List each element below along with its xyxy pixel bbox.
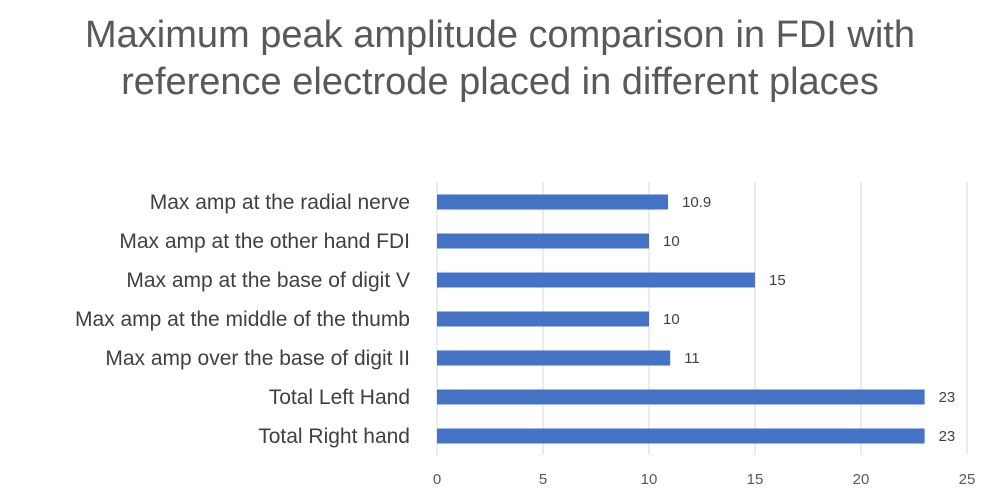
data-label: 10 xyxy=(663,311,680,328)
x-tick-label: 25 xyxy=(959,471,976,488)
data-label: 23 xyxy=(939,389,956,406)
bar xyxy=(437,389,925,405)
data-label: 23 xyxy=(939,428,956,445)
chart-title: Maximum peak amplitude comparison in FDI… xyxy=(85,14,915,103)
category-label: Max amp at the other hand FDI xyxy=(119,230,410,253)
category-label: Max amp over the base of digit II xyxy=(105,347,410,370)
bar xyxy=(437,194,669,210)
bar xyxy=(437,350,671,366)
data-label: 15 xyxy=(769,272,786,289)
bar xyxy=(437,272,755,288)
x-tick-label: 20 xyxy=(853,471,870,488)
bar xyxy=(437,428,925,444)
x-tick-label: 15 xyxy=(747,471,764,488)
bars xyxy=(437,194,925,444)
category-label: Total Right hand xyxy=(258,425,410,448)
data-label: 11 xyxy=(684,350,700,367)
category-label: Max amp at the base of digit V xyxy=(126,269,410,292)
category-label: Max amp at the radial nerve xyxy=(150,191,410,214)
x-tick-label: 5 xyxy=(539,471,547,488)
data-label: 10.9 xyxy=(682,194,711,211)
category-label: Max amp at the middle of the thumb xyxy=(75,308,410,331)
data-label: 10 xyxy=(663,233,680,250)
category-label: Total Left Hand xyxy=(269,386,410,409)
x-tick-label: 0 xyxy=(433,471,441,488)
x-tick-label: 10 xyxy=(641,471,658,488)
bar xyxy=(437,311,649,327)
labels: 0 5 10 15 20 25 Max amp at the radial nerve 10.… xyxy=(75,191,975,488)
bar xyxy=(437,233,649,249)
